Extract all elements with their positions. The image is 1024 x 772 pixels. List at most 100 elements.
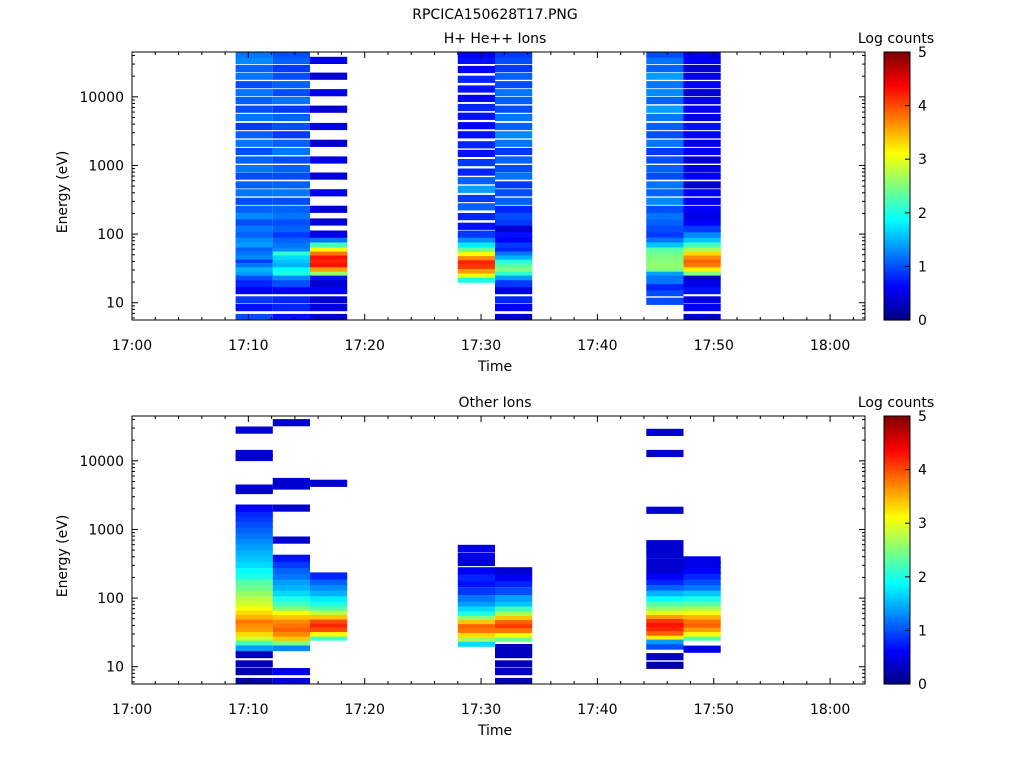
- colorbar-swatch: [884, 277, 910, 281]
- heatmap-cell: [235, 280, 273, 288]
- colorbar-swatch: [884, 458, 910, 463]
- colorbar-swatch: [884, 464, 910, 468]
- heatmap-cell: [272, 52, 310, 58]
- heatmap-cell: [495, 172, 533, 180]
- heatmap-cell: [495, 580, 533, 588]
- colorbar-swatch: [884, 180, 910, 184]
- heatmap-cell: [235, 644, 273, 652]
- heatmap-cell: [457, 630, 495, 638]
- heatmap-cell: [495, 64, 533, 72]
- colorbar-tick-label: 2: [918, 206, 927, 222]
- heatmap-cell: [235, 212, 273, 220]
- heatmap-cell: [272, 147, 310, 156]
- heatmap-cell: [272, 644, 310, 652]
- colorbar-swatch: [884, 78, 910, 83]
- colorbar-swatch: [884, 175, 910, 179]
- heatmap-cell: [683, 273, 721, 281]
- heatmap-cell: [235, 252, 273, 260]
- heatmap-cell: [457, 122, 495, 130]
- colorbar-swatch: [884, 627, 910, 631]
- heatmap-cell: [272, 122, 310, 131]
- y-tick-label: 100: [97, 591, 124, 607]
- heatmap-cell: [495, 612, 533, 621]
- y-axis-label: Energy (eV): [55, 151, 71, 234]
- heatmap-cell: [646, 97, 684, 105]
- heatmap-cell: [495, 240, 533, 248]
- heatmap-cell: [457, 244, 495, 252]
- heatmap-cell: [646, 619, 684, 627]
- plot-frame: [131, 51, 866, 321]
- heatmap-cell: [495, 218, 533, 226]
- heatmap-cell: [683, 583, 721, 591]
- heatmap-cell: [683, 248, 721, 256]
- heatmap-cell: [272, 504, 310, 512]
- heatmap-cell: [235, 624, 273, 633]
- heatmap-cell: [495, 52, 533, 58]
- colorbar-swatch: [884, 298, 910, 302]
- heatmap-cell: [235, 172, 273, 180]
- colorbar-swatch: [884, 196, 910, 200]
- heatmap-cell: [495, 604, 533, 612]
- heatmap-cell: [495, 89, 533, 97]
- colorbar-swatch: [884, 483, 910, 487]
- colorbar-swatch: [884, 244, 910, 249]
- colorbar-swatch: [884, 678, 910, 682]
- heatmap-cell: [646, 589, 684, 597]
- heatmap-cell: [235, 543, 273, 551]
- heatmap-cell: [646, 277, 684, 285]
- heatmap-cell: [646, 244, 684, 252]
- colorbar-swatch: [884, 528, 910, 532]
- heatmap-cell: [683, 252, 721, 260]
- colorbar-swatch: [884, 491, 910, 495]
- heatmap-cell: [235, 97, 273, 105]
- x-tick-label: 17:40: [577, 702, 617, 718]
- heatmap-cell: [683, 594, 721, 602]
- heatmap-cell: [235, 72, 273, 80]
- colorbar-swatch: [884, 108, 910, 112]
- y-tick-label: 10: [106, 296, 124, 312]
- heatmap-cell: [235, 244, 273, 252]
- heatmap-cell: [683, 172, 721, 180]
- heatmap-cell: [646, 248, 684, 256]
- heatmap-cell: [683, 72, 721, 80]
- y-tick-label: 10000: [79, 454, 124, 470]
- colorbar-swatch: [884, 76, 910, 80]
- colorbar-swatch: [884, 164, 910, 168]
- heatmap-cell: [235, 426, 273, 434]
- heatmap-cell: [235, 225, 273, 233]
- heatmap-cell: [272, 197, 310, 205]
- heatmap-cell: [272, 638, 310, 646]
- heatmap-cell: [683, 89, 721, 97]
- colorbar-swatch: [884, 282, 910, 286]
- heatmap-cell: [310, 583, 348, 591]
- colorbar-swatch: [884, 499, 910, 503]
- heatmap-cell: [683, 566, 721, 574]
- colorbar-swatch: [884, 587, 910, 591]
- heatmap-cell: [272, 235, 310, 243]
- heatmap-cell: [272, 105, 310, 113]
- heatmap-cell: [683, 624, 721, 633]
- heatmap-cell: [457, 159, 495, 167]
- heatmap-cell: [495, 660, 533, 668]
- heatmap-cell: [457, 85, 495, 93]
- heatmap-cell: [495, 113, 533, 122]
- heatmap-cell: [272, 260, 310, 268]
- heatmap-cell: [683, 147, 721, 156]
- heatmap-cell: [272, 165, 310, 173]
- heatmap-cell: [235, 81, 273, 89]
- colorbar-swatch: [884, 633, 910, 637]
- colorbar-swatch: [884, 54, 910, 58]
- x-tick-label: 17:00: [112, 702, 152, 718]
- heatmap-cell: [235, 504, 273, 512]
- heatmap-cell: [457, 203, 495, 211]
- heatmap-cell: [235, 64, 273, 72]
- colorbar-swatch: [884, 448, 910, 452]
- heatmap-cell: [683, 205, 721, 213]
- panel-other-ions: Other Ions 17:00 17:10 17:20 17:30 17:40 17:5…: [55, 395, 934, 739]
- heatmap-cell: [646, 81, 684, 89]
- colorbar-swatch: [884, 317, 910, 321]
- heatmap-cell: [683, 560, 721, 568]
- heatmap-cell: [457, 587, 495, 595]
- colorbar-swatch: [884, 212, 910, 217]
